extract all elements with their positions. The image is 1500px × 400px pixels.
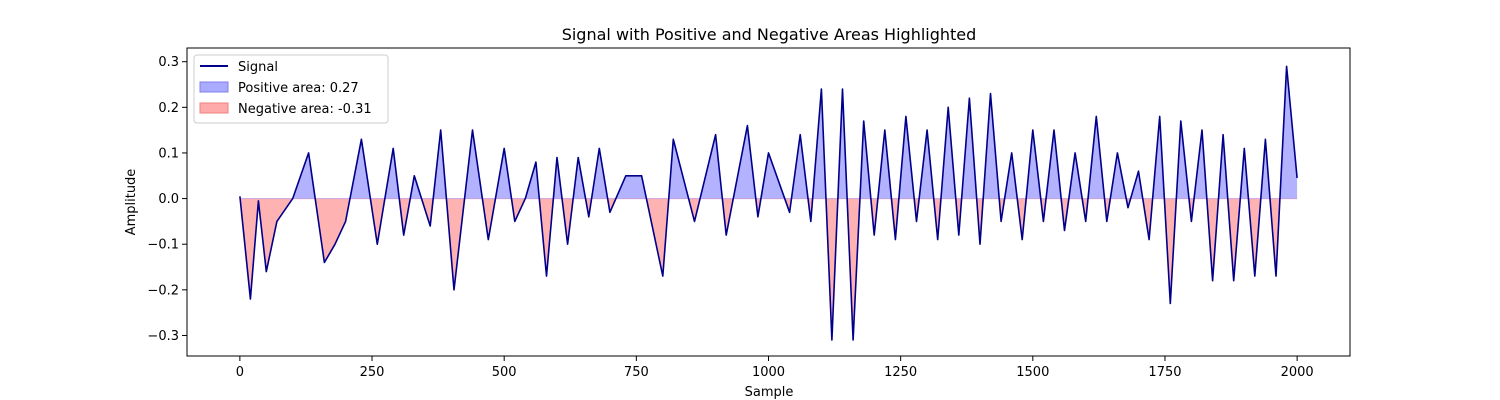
x-tick-label: 250	[360, 365, 385, 380]
y-tick-label: 0.3	[158, 55, 179, 70]
legend-box	[193, 54, 389, 124]
negative-area-segment	[976, 198, 984, 245]
positive-area-segment	[983, 93, 1000, 199]
negative-area-segment	[847, 198, 860, 340]
area-fills	[239, 66, 1298, 340]
positive-area-segment	[464, 130, 483, 199]
positive-area-segment	[837, 89, 848, 199]
positive-area-segment	[1004, 152, 1018, 199]
positive-area-segment	[1068, 152, 1083, 199]
negative-area-segment	[370, 198, 385, 245]
x-tick-label: 2000	[1281, 365, 1314, 380]
negative-area-segment	[1270, 198, 1280, 277]
positive-area-segment	[591, 148, 608, 199]
x-tick-label: 1000	[752, 365, 785, 380]
positive-area-segment	[791, 134, 808, 199]
y-tick-label: −0.3	[147, 329, 179, 344]
y-tick-label: 0.1	[158, 146, 179, 161]
positive-area-segment	[384, 148, 400, 199]
positive-area-segment	[961, 98, 977, 199]
positive-area-segment	[553, 157, 563, 199]
positive-area-segment	[919, 130, 934, 199]
legend: Signal Positive area: 0.27 Negative area…	[193, 54, 389, 124]
negative-area-segment	[446, 198, 465, 290]
positive-area-segment	[1110, 152, 1127, 199]
positive-area-segment	[1026, 130, 1041, 199]
positive-area-segment	[859, 121, 871, 199]
x-tick-label: 1500	[1016, 365, 1049, 380]
negative-area-segment	[315, 198, 350, 263]
plot-area	[239, 65, 1298, 341]
chart-title: Signal with Positive and Negative Areas …	[562, 25, 977, 44]
positive-area-segment	[1088, 116, 1105, 199]
positive-area-segment	[812, 89, 826, 199]
positive-area-segment	[1194, 130, 1207, 199]
negative-area-segment	[688, 198, 701, 222]
positive-area-segment	[1046, 130, 1062, 199]
negative-area-segment	[870, 198, 878, 236]
legend-label-negative: Negative area: -0.31	[238, 102, 372, 117]
positive-area-segment	[495, 148, 512, 199]
legend-label-signal: Signal	[238, 60, 278, 75]
x-axis-ticks: 0 250 500 750 1000 1250 1500 1750 2000	[236, 356, 1314, 380]
positive-area-segment	[410, 175, 422, 199]
y-axis-ticks: −0.3 −0.2 −0.1 0.0 0.1 0.2 0.3	[147, 55, 187, 344]
positive-area-segment	[733, 125, 756, 199]
negative-area-segment	[891, 198, 899, 240]
positive-area-segment	[1279, 66, 1298, 199]
x-axis-label: Sample	[745, 385, 794, 400]
negative-area-segment	[1248, 198, 1261, 277]
negative-area-segment	[1142, 198, 1153, 240]
positive-area-segment	[940, 107, 956, 199]
legend-label-positive: Positive area: 0.27	[238, 81, 359, 96]
positive-area-segment	[1130, 171, 1143, 199]
legend-swatch-positive	[199, 81, 229, 93]
negative-area-segment	[1206, 198, 1219, 281]
positive-area-segment	[525, 162, 540, 199]
positive-area-segment	[433, 130, 447, 199]
positive-area-segment	[877, 130, 892, 199]
positive-area-segment	[898, 116, 915, 199]
positive-area-segment	[1176, 121, 1189, 199]
x-tick-label: 0	[236, 365, 244, 380]
negative-area-segment	[539, 198, 554, 277]
positive-area-segment	[350, 139, 371, 199]
signal-line	[239, 65, 1298, 341]
negative-area-segment	[1017, 198, 1027, 240]
positive-area-segment	[1240, 148, 1249, 199]
x-tick-label: 750	[624, 365, 649, 380]
negative-area-segment	[646, 198, 669, 277]
negative-area-segment	[562, 198, 574, 245]
negative-area-segment	[722, 198, 734, 236]
legend-swatch-negative	[199, 102, 229, 114]
x-tick-label: 1250	[884, 365, 917, 380]
negative-area-segment	[826, 198, 838, 340]
positive-area-segment	[1260, 139, 1270, 199]
positive-area-segment	[1152, 116, 1165, 199]
y-tick-label: −0.2	[147, 283, 179, 298]
negative-area-segment	[1227, 198, 1241, 281]
negative-area-segment	[1164, 198, 1177, 304]
x-tick-label: 1750	[1148, 365, 1181, 380]
negative-area-segment	[482, 198, 496, 240]
x-tick-label: 500	[492, 365, 517, 380]
positive-area-segment	[1218, 134, 1228, 199]
y-axis-label: Amplitude	[124, 169, 139, 236]
positive-area-segment	[668, 139, 689, 199]
y-tick-label: 0.2	[158, 101, 179, 116]
negative-area-segment	[399, 198, 411, 236]
y-tick-label: −0.1	[147, 238, 179, 253]
positive-area-segment	[573, 157, 586, 199]
negative-area-segment	[240, 198, 293, 299]
y-tick-label: 0.0	[158, 192, 179, 207]
